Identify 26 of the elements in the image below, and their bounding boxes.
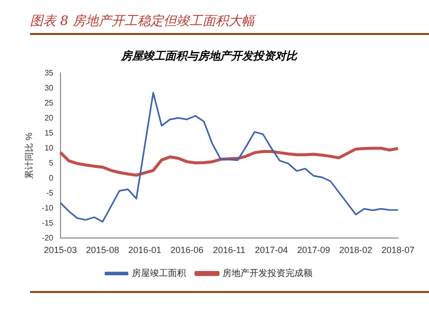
y-tick-label: -10 <box>42 203 54 212</box>
y-tick-label: 35 <box>44 68 54 78</box>
y-tick-label: 30 <box>44 83 54 92</box>
y-tick-label: -15 <box>42 218 54 228</box>
x-tick-label: 2016-06 <box>170 245 204 256</box>
legend-label: 房屋竣工面积 <box>132 268 186 278</box>
legend-label: 房地产开发投资完成额 <box>222 268 312 278</box>
x-tick-label: 2015-08 <box>86 245 120 256</box>
x-tick-label: 2017-09 <box>297 245 330 256</box>
y-tick-label: 0 <box>48 173 54 182</box>
x-tick-label: 2016-11 <box>212 245 246 256</box>
chart-title: 图表 8 房地产开工稳定但竣工面积大幅 <box>30 12 429 35</box>
y-tick-label: 10 <box>44 143 54 152</box>
x-tick-label: 2015-03 <box>44 245 77 256</box>
y-axis-title: 累计同比 % <box>24 132 34 179</box>
y-tick-label: -20 <box>42 233 54 242</box>
x-tick-label: 2017-04 <box>254 245 288 256</box>
y-tick-label: 15 <box>44 128 54 138</box>
x-tick-label: 2018-07 <box>381 245 415 256</box>
y-tick-label: 25 <box>44 98 54 108</box>
x-tick-label: 2018-02 <box>339 245 372 256</box>
x-tick-label: 2016-01 <box>128 245 162 256</box>
y-tick-label: 5 <box>48 158 54 168</box>
chart-subtitle: 房屋竣工面积与房地产开发投资对比 <box>120 49 298 62</box>
y-tick-label: 20 <box>44 113 54 122</box>
y-tick-label: -5 <box>46 188 54 198</box>
